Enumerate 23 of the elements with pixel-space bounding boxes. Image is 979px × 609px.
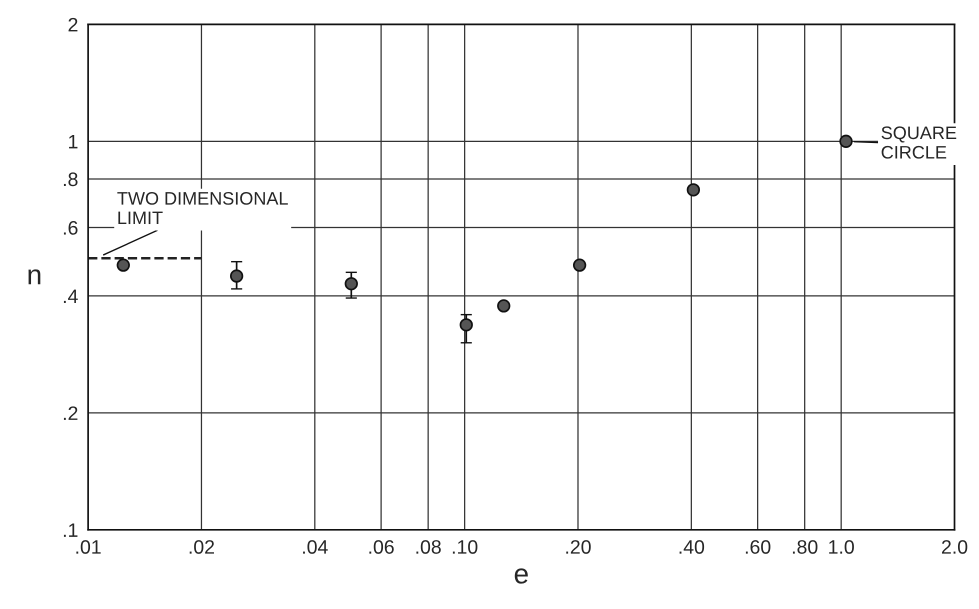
y-tick-label: .2	[64, 406, 78, 420]
annotation: SQUARE CIRCLE	[882, 126, 956, 159]
x-tick-label: .10	[452, 540, 478, 554]
x-axis-title: e	[514, 568, 528, 584]
x-tick-label: .02	[190, 540, 214, 554]
x-tick-label: .20	[566, 540, 591, 554]
y-tick-label: 2	[68, 18, 78, 32]
x-tick-label: .40	[680, 540, 704, 554]
x-tick-label: 1.0	[829, 540, 854, 554]
y-tick-label: .6	[64, 220, 78, 235]
y-tick-label: .8	[64, 172, 78, 186]
x-tick-label: .80	[792, 540, 818, 554]
x-tick-label: 2.0	[942, 540, 968, 554]
x-tick-label: .01	[76, 540, 101, 554]
x-tick-label: .04	[303, 540, 328, 554]
y-axis-title: n	[28, 269, 40, 284]
y-tick-label: 1	[69, 134, 78, 148]
x-tick-label: .06	[369, 540, 394, 554]
x-tick-label: .08	[416, 540, 441, 554]
y-tick-label: .1	[64, 524, 78, 537]
annotation: TWO DIMENSIONAL LIMIT	[117, 192, 288, 224]
x-tick-label: .60	[746, 540, 770, 554]
y-tick-label: .4	[64, 290, 78, 303]
